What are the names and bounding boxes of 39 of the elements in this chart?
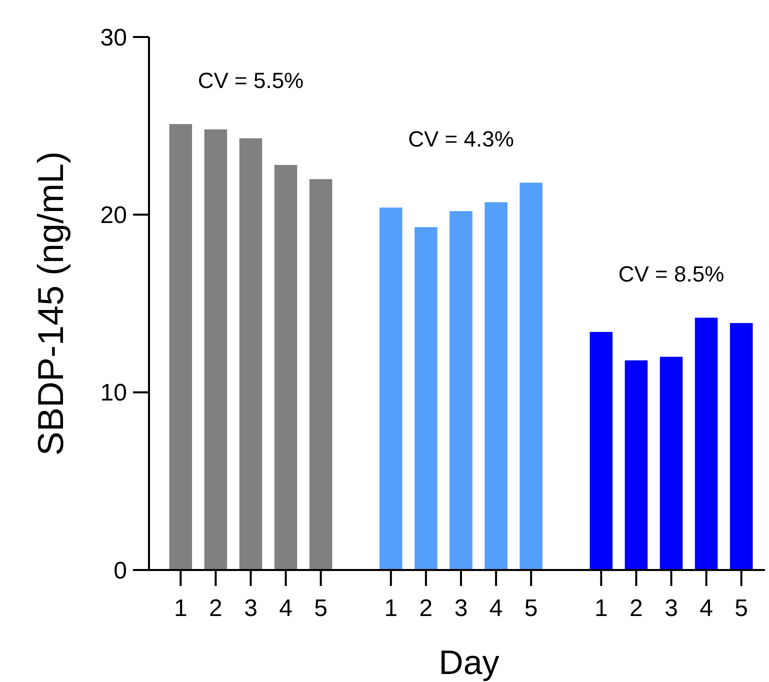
x-tick-label: 5 [314,595,328,622]
y-tick-label: 30 [100,24,127,52]
bar [484,202,508,570]
bar [694,318,718,570]
x-tick-label: 4 [279,595,292,622]
y-tick-label: 10 [100,380,127,407]
annotation: CV = 8.5% [618,262,724,287]
bar [169,124,192,570]
bar [624,360,648,570]
bar [590,332,613,570]
bar [660,356,683,570]
bar [309,179,332,570]
y-tick-label: 0 [114,557,127,584]
x-tick-label: 5 [524,595,538,622]
x-tick-label: 2 [209,595,222,622]
bar [239,138,262,570]
bar [274,164,298,570]
x-tick-label: 3 [244,595,258,622]
x-tick-label: 1 [594,595,608,622]
annotation: CV = 5.5% [198,68,304,94]
bar [380,208,402,570]
y-tick-label: 20 [100,202,127,230]
x-tick-label: 4 [700,595,713,622]
bar [204,129,228,570]
x-tick-label: 5 [734,595,748,622]
x-tick-label: 3 [664,595,678,622]
bar [450,211,472,570]
bar [414,227,438,570]
x-tick-label: 1 [384,595,398,622]
bar [730,323,753,570]
annotation: CV = 4.3% [408,126,514,152]
x-tick-label: 2 [630,595,643,622]
x-axis-title: Day [438,644,500,682]
x-tick-label: 2 [419,595,433,622]
x-tick-label: 3 [454,595,468,622]
y-axis-title: SBDP-145 (ng/mL) [30,151,71,456]
bar [520,182,542,570]
x-tick-label: 1 [174,595,188,622]
x-tick-label: 4 [489,595,503,622]
